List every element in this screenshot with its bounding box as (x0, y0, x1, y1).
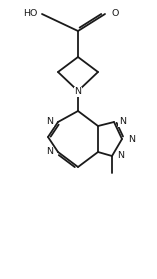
Text: N: N (46, 117, 53, 126)
Text: N: N (75, 88, 81, 97)
Text: O: O (111, 9, 118, 18)
Text: N: N (117, 151, 124, 160)
Text: N: N (128, 134, 135, 143)
Text: HO: HO (24, 9, 38, 18)
Text: N: N (46, 148, 53, 157)
Text: N: N (119, 117, 126, 126)
